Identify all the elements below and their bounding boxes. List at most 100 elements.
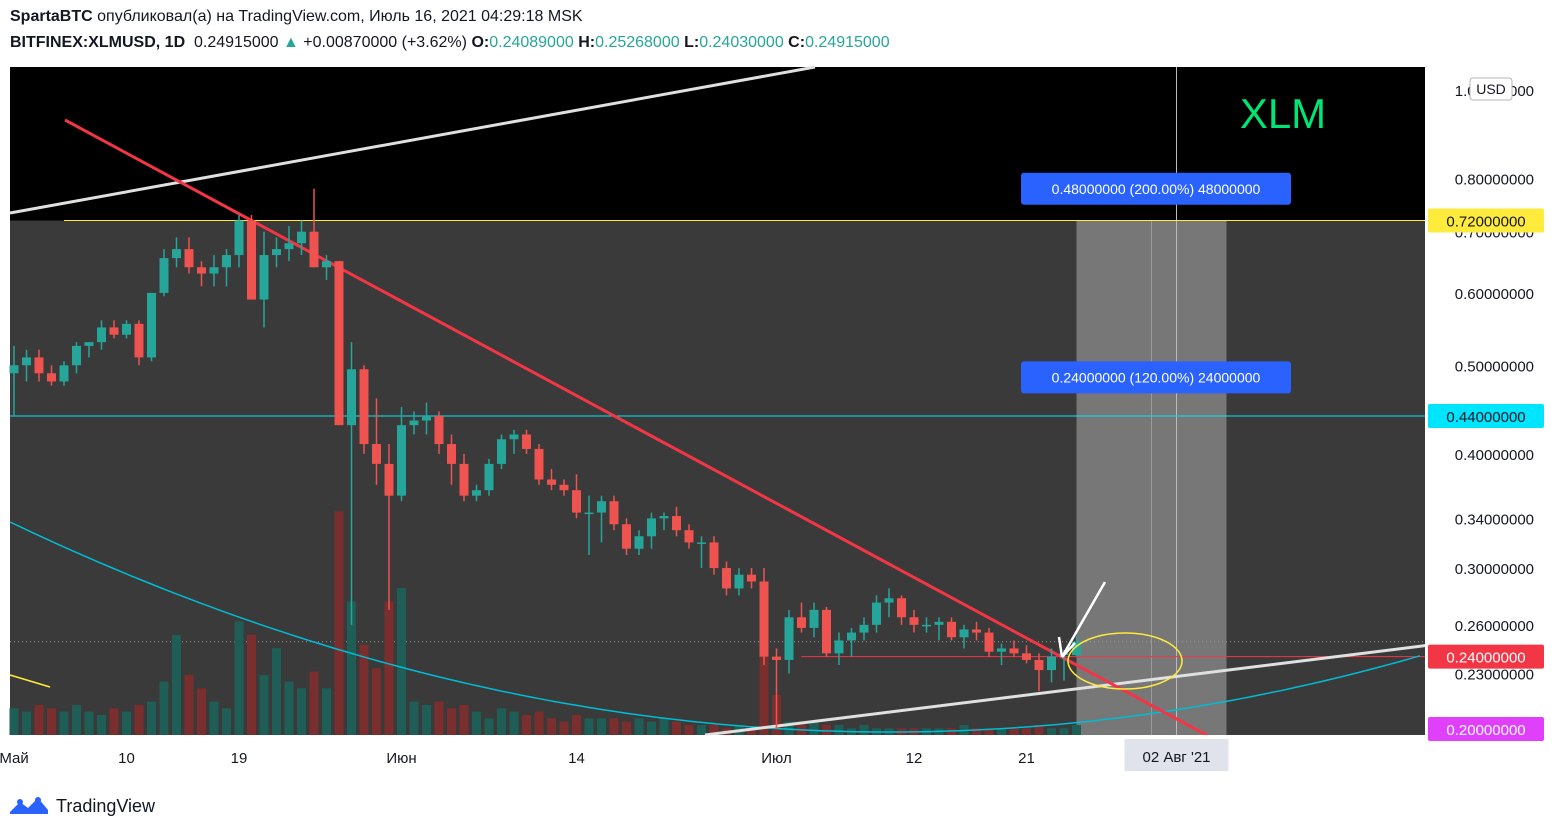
price-label-box xyxy=(1428,208,1544,233)
volume-bar xyxy=(484,718,494,735)
descending-trendline xyxy=(64,118,1226,747)
candle-body xyxy=(572,490,581,513)
candle-body xyxy=(172,249,181,259)
price-label-text: 0.24000000 xyxy=(1446,650,1525,667)
volume-bar xyxy=(659,718,669,735)
volume-bar xyxy=(984,728,994,735)
price-tick-label: 0.50000000 xyxy=(1455,358,1534,375)
candle-body xyxy=(797,617,806,628)
candle-body xyxy=(122,323,131,335)
price-label-text: 0.44000000 xyxy=(1446,409,1525,426)
up-arrow-icon: ▲ xyxy=(283,34,299,51)
candle-body xyxy=(872,602,881,625)
high-value: 0.25268000 xyxy=(595,34,680,51)
candle-body xyxy=(859,624,869,633)
volume-bar xyxy=(147,701,156,735)
volume-bar xyxy=(1022,728,1031,735)
volume-bar xyxy=(534,711,544,735)
volume-bar xyxy=(72,704,81,735)
volume-bar xyxy=(1059,728,1069,735)
price-label-box xyxy=(1428,644,1544,669)
candle-body xyxy=(422,416,431,421)
candle-body xyxy=(547,479,556,485)
candle-body xyxy=(697,542,706,544)
volume-bar xyxy=(547,718,556,735)
candle-body xyxy=(709,542,719,569)
volume-bar xyxy=(809,721,819,735)
candle-body xyxy=(409,420,419,426)
volume-bar xyxy=(34,704,44,735)
volume-bar xyxy=(322,688,331,735)
volume-bar xyxy=(697,724,706,735)
candle-body xyxy=(584,512,594,515)
small-yellow-line xyxy=(9,674,51,688)
candle-body xyxy=(1072,641,1081,656)
volume-bar xyxy=(647,721,656,735)
candle-body xyxy=(747,574,756,582)
candle-body xyxy=(597,501,606,513)
volume-bar xyxy=(97,714,106,735)
price-label-box xyxy=(1428,404,1544,429)
candle-body xyxy=(259,255,269,300)
candle-body xyxy=(672,516,681,531)
volume-bar xyxy=(122,711,131,735)
candle-body xyxy=(1047,656,1056,671)
open-label: O: xyxy=(471,34,490,51)
candle-body xyxy=(659,516,669,519)
candle-body xyxy=(322,261,331,268)
currency-label: USD xyxy=(1476,81,1506,97)
candle-body xyxy=(47,373,56,382)
candle-body xyxy=(972,629,981,633)
candle-body xyxy=(159,258,169,293)
candle-body xyxy=(959,629,969,638)
candle-body xyxy=(759,581,769,657)
publish-info: SpartaBTC опубликовал(а) на TradingView.… xyxy=(10,8,583,26)
volume-bar xyxy=(672,721,681,735)
high-label: H: xyxy=(578,34,596,51)
target-label-text: 0.48000000 (200.00%) 48000000 xyxy=(1052,181,1261,197)
candle-body xyxy=(497,439,506,464)
volume-bar xyxy=(1034,724,1044,735)
volume-bar xyxy=(172,634,181,735)
candle-body xyxy=(472,490,481,496)
candle-body xyxy=(934,621,944,625)
volume-bar xyxy=(347,601,356,735)
candle-body xyxy=(9,365,19,374)
candle-body xyxy=(847,632,856,641)
candle-body xyxy=(684,530,694,543)
open-value: 0.24089000 xyxy=(489,34,574,51)
candle-body xyxy=(984,632,994,652)
candle-body xyxy=(359,369,369,445)
volume-bar xyxy=(1047,728,1056,735)
volume-bar xyxy=(84,711,94,735)
target-label-text: 0.24000000 (120.00%) 24000000 xyxy=(1052,369,1261,385)
candle-body xyxy=(22,357,31,366)
candles xyxy=(9,188,1081,730)
price-tick-label: 0.23000000 xyxy=(1455,667,1534,684)
shaded-zones xyxy=(10,220,1425,736)
volume-bar xyxy=(972,728,981,735)
candle-body xyxy=(522,434,531,449)
candle-body xyxy=(897,598,906,618)
candle-body xyxy=(297,231,306,244)
volume-bar xyxy=(422,704,431,735)
candle-body xyxy=(534,448,544,480)
author-name[interactable]: SpartaBTC xyxy=(10,8,93,25)
crosshair-date-box xyxy=(1124,739,1229,771)
time-tick-label: Июн xyxy=(386,750,416,767)
volume-bar xyxy=(559,721,569,735)
time-tick-label: 21 xyxy=(1018,750,1035,767)
time-axis: Май 10 19 Июн 14 Июл 12 21 02 Авг '21 xyxy=(0,735,1425,779)
candle-body xyxy=(784,617,794,660)
price-tick-label: 0.26000000 xyxy=(1455,618,1534,635)
price-tick-label: 0.80000000 xyxy=(1455,172,1534,189)
low-value: 0.24030000 xyxy=(699,34,784,51)
tradingview-footer[interactable]: TradingView xyxy=(10,794,155,818)
candle-body xyxy=(434,416,444,445)
candle-body xyxy=(559,484,569,491)
volume-bar xyxy=(209,701,219,735)
low-label: L: xyxy=(684,34,700,51)
volume-bar xyxy=(184,674,194,735)
candle-body xyxy=(922,624,931,627)
